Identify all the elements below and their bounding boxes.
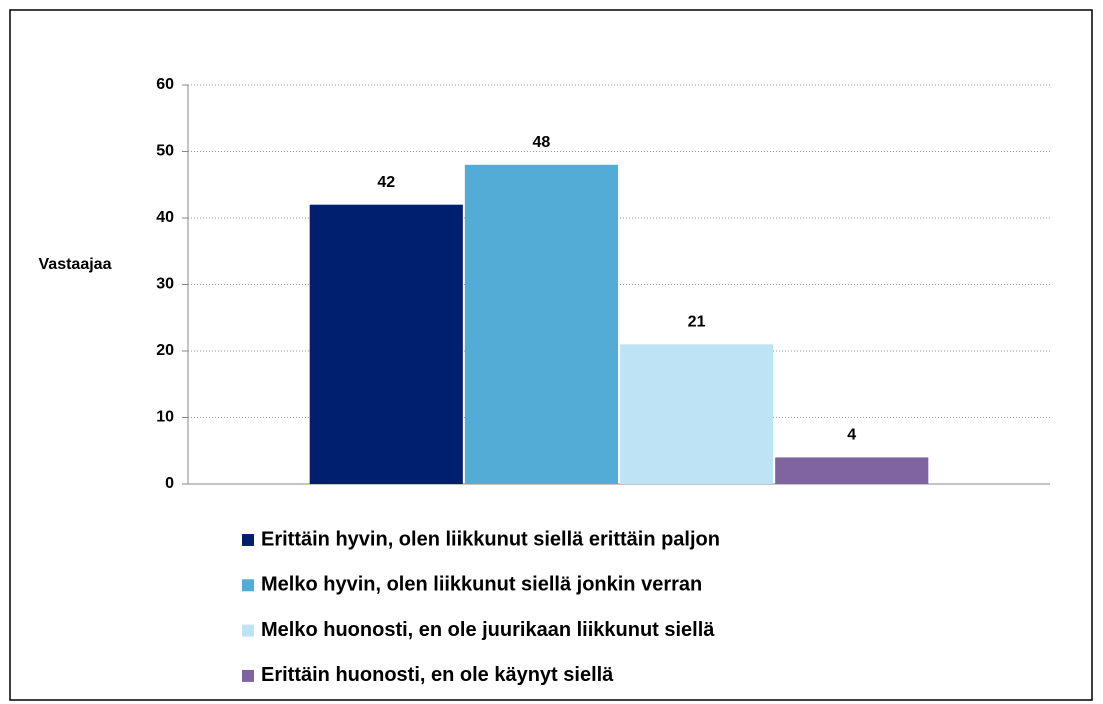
y-tick-label: 60 [156, 76, 174, 93]
bar [309, 204, 463, 484]
y-tick-label: 10 [156, 409, 174, 426]
legend-swatch [242, 579, 254, 592]
bar [464, 164, 618, 485]
legend-swatch [242, 624, 254, 637]
legend-label: Erittäin hyvin, olen liikkunut siellä er… [261, 528, 720, 550]
value-label: 21 [688, 314, 706, 331]
value-label: 42 [377, 174, 395, 191]
legend-label: Erittäin huonosti, en ole käynyt siellä [261, 664, 614, 686]
value-label: 4 [847, 427, 856, 444]
y-tick-label: 40 [156, 209, 174, 226]
legend-swatch [242, 534, 254, 546]
y-tick-label: 30 [156, 276, 174, 293]
y-tick-label: 0 [165, 475, 174, 492]
y-tick-label: 50 [156, 143, 174, 160]
y-tick-label: 20 [156, 342, 174, 359]
legend-swatch [242, 669, 254, 682]
bar [620, 344, 774, 484]
legend-label: Melko huonosti, en ole juurikaan liikkun… [261, 619, 715, 641]
legend-label: Melko hyvin, olen liikkunut siellä jonki… [261, 574, 702, 596]
y-axis-label: Vastaajaa [39, 256, 112, 273]
bar [775, 457, 929, 484]
value-label: 48 [533, 134, 551, 151]
